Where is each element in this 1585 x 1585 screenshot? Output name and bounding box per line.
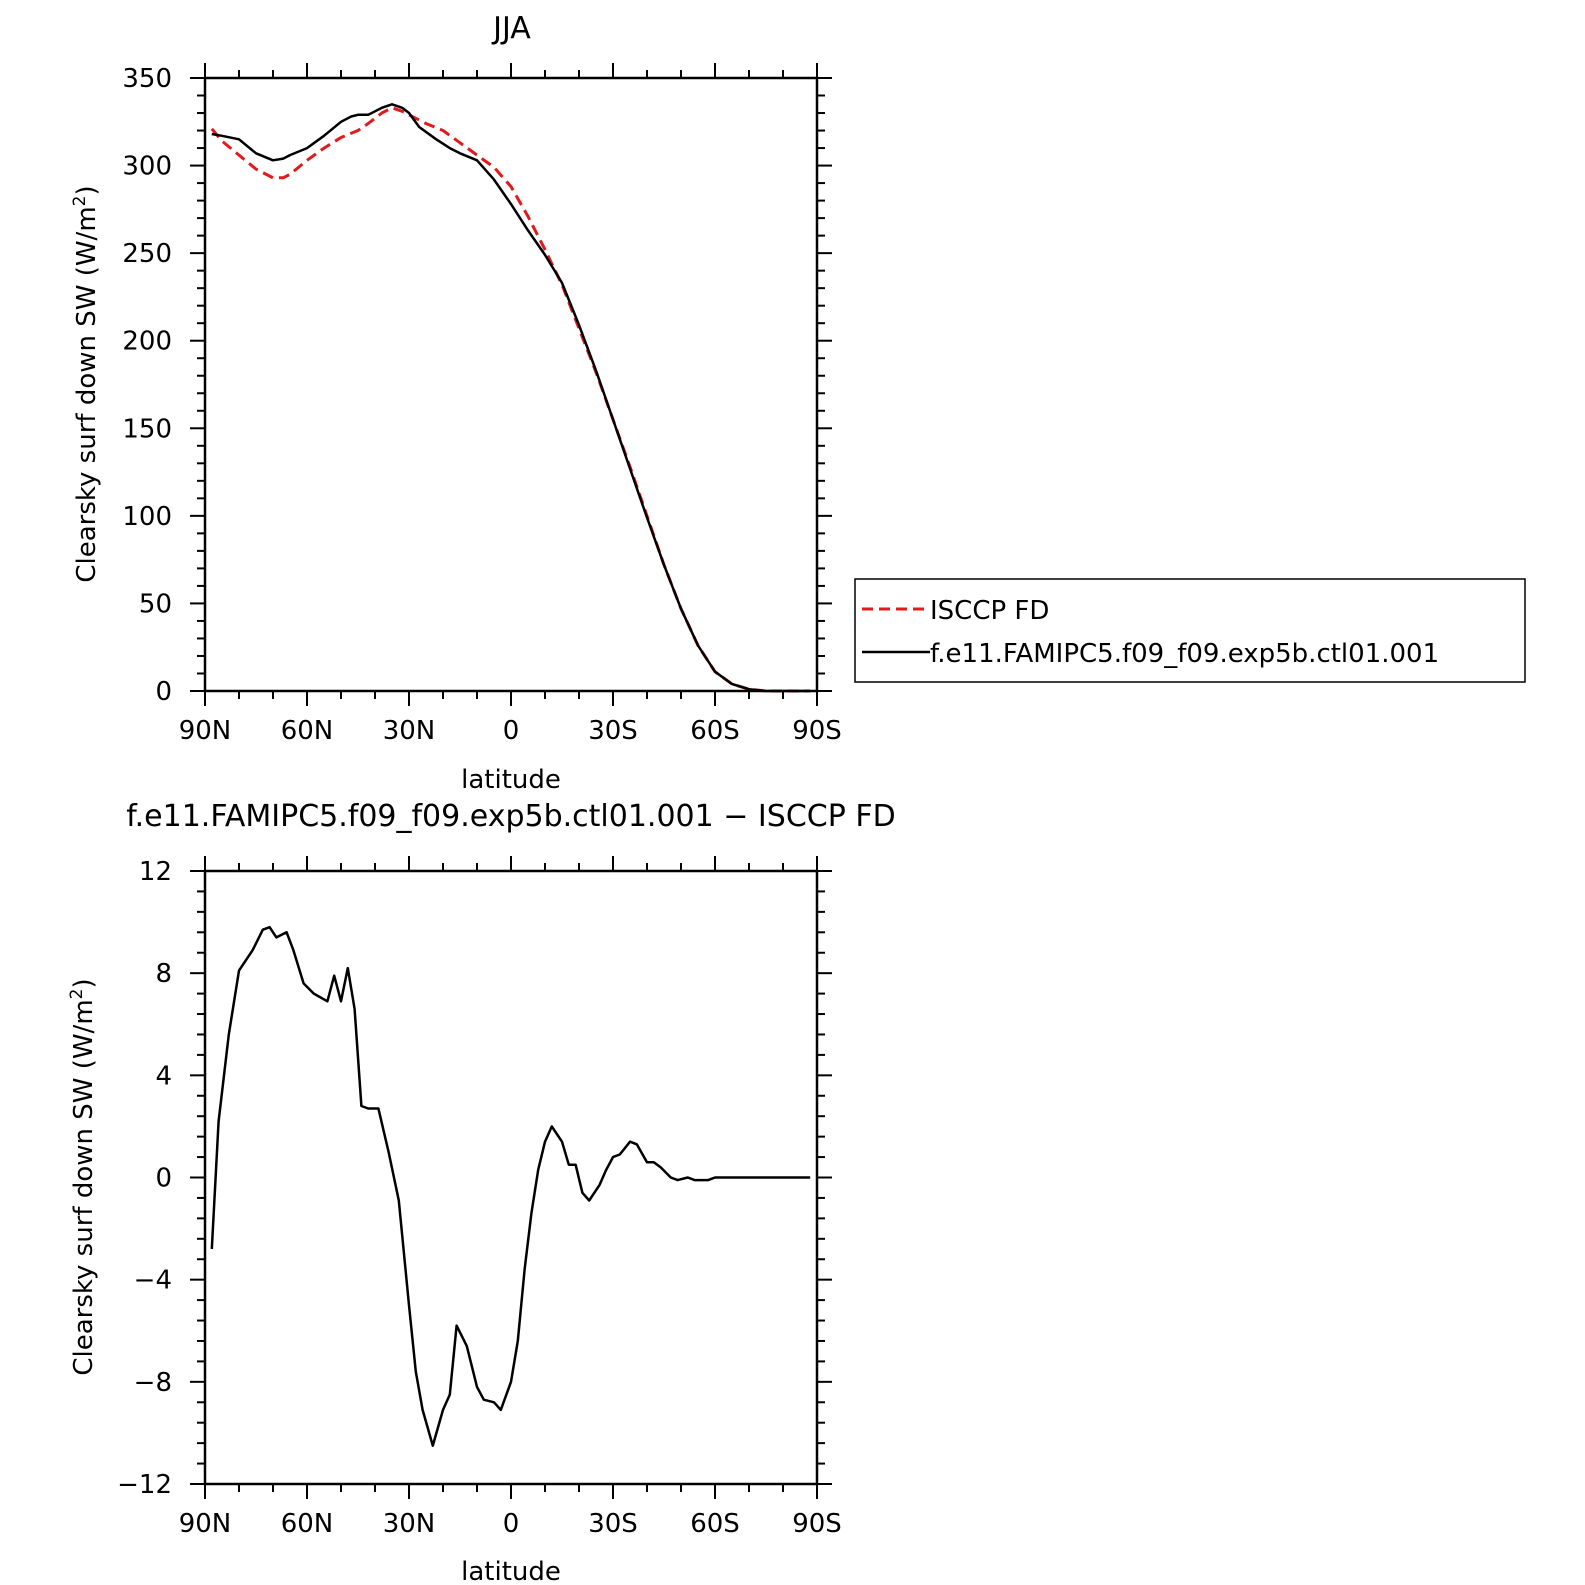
y-tick-label: 200 xyxy=(122,327,172,357)
x-tick-label: 60N xyxy=(281,1509,334,1539)
x-tick-label: 60N xyxy=(281,716,334,746)
panel-bottom: f.e11.FAMIPC5.f09_f09.exp5b.ctl01.001 − … xyxy=(67,799,896,1585)
x-tick-label: 90S xyxy=(792,716,842,746)
panel-0-series-line-1 xyxy=(211,103,811,693)
x-tick-label: 0 xyxy=(503,716,520,746)
x-tick-label: 30S xyxy=(588,1509,638,1539)
y-tick-label: −12 xyxy=(117,1470,172,1500)
panel-top-ylabel-tail: ) xyxy=(72,185,102,195)
panel-bottom-ylabel-main: Clearsky surf down SW (W/m xyxy=(69,999,99,1375)
x-tick-label: 30N xyxy=(383,1509,436,1539)
y-tick-label: −8 xyxy=(134,1368,172,1398)
panel-top-title: JJA xyxy=(491,11,531,46)
legend-label-isccp: ISCCP FD xyxy=(930,596,1049,626)
x-tick-label: 90N xyxy=(179,1509,232,1539)
panel-0-series-line-0 xyxy=(210,106,811,693)
y-tick-label: 12 xyxy=(139,857,172,887)
panel-bottom-series xyxy=(210,925,811,1447)
y-tick-label: 350 xyxy=(122,64,172,94)
panel-top-ticks: 90N 60N 30N 0 30S 60S 90S 0 50 100 150 200 250 300 350 xyxy=(122,63,842,746)
y-tick-label: 300 xyxy=(122,152,172,182)
panel-top: JJA 90N 60N 30N 0 30S 60S 90S 0 50 100 150 200 250 30… xyxy=(70,11,1526,795)
panel-bottom-ylabel: Clearsky surf down SW (W/m2) xyxy=(67,978,99,1375)
y-tick-label: −4 xyxy=(134,1266,172,1296)
panel-top-ylabel-sup: 2 xyxy=(70,196,90,207)
y-tick-label: 8 xyxy=(155,959,172,989)
panel-bottom-ylabel-tail: ) xyxy=(69,978,99,988)
y-tick-label: 250 xyxy=(122,239,172,269)
x-tick-label: 30N xyxy=(383,716,436,746)
panel-top-ylabel-main: Clearsky surf down SW (W/m xyxy=(72,206,102,582)
y-tick-label: 0 xyxy=(155,1164,172,1194)
panel-bottom-xlabel: latitude xyxy=(461,1557,561,1585)
panel-bottom-title: f.e11.FAMIPC5.f09_f09.exp5b.ctl01.001 − … xyxy=(126,799,895,834)
y-tick-label: 150 xyxy=(122,414,172,444)
panel-bottom-ticks: 90N 60N 30N 0 30S 60S 90S −12 −8 −4 0 4 8 12 xyxy=(117,856,842,1539)
y-tick-label: 50 xyxy=(139,589,172,619)
y-tick-label: 100 xyxy=(122,502,172,532)
x-tick-label: 0 xyxy=(503,1509,520,1539)
x-tick-label: 90S xyxy=(792,1509,842,1539)
panel-bottom-ylabel-sup: 2 xyxy=(67,989,87,1000)
legend-label-model: f.e11.FAMIPC5.f09_f09.exp5b.ctl01.001 xyxy=(930,639,1439,669)
panel-top-series xyxy=(210,103,811,693)
panel-1-series-line-0 xyxy=(210,925,811,1447)
panel-top-ylabel: Clearsky surf down SW (W/m2) xyxy=(70,185,102,582)
x-tick-label: 30S xyxy=(588,716,638,746)
y-tick-label: 0 xyxy=(155,677,172,707)
panel-top-xlabel: latitude xyxy=(461,765,561,795)
x-tick-label: 60S xyxy=(690,1509,740,1539)
legend: ISCCP FD f.e11.FAMIPC5.f09_f09.exp5b.ctl… xyxy=(854,578,1526,683)
x-tick-label: 90N xyxy=(179,716,232,746)
y-tick-label: 4 xyxy=(155,1061,172,1091)
x-tick-label: 60S xyxy=(690,716,740,746)
legend-box xyxy=(854,578,1526,683)
